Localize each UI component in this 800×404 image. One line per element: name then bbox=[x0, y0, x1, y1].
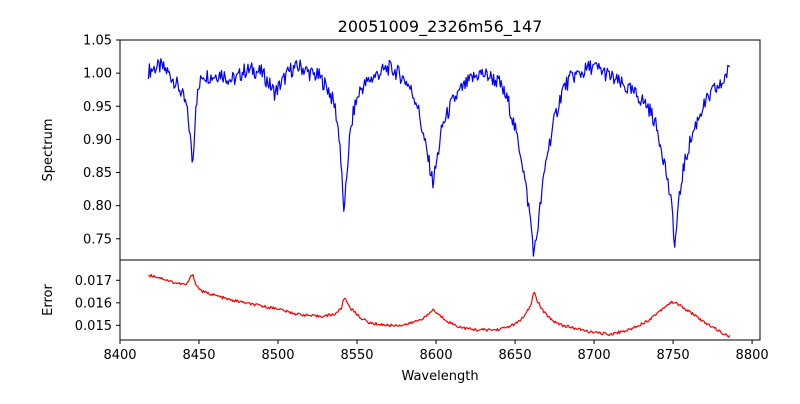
spectrum-y-tick-label: 0.95 bbox=[83, 100, 112, 115]
spectrum-y-tick-label: 0.90 bbox=[83, 133, 112, 148]
x-tick-label: 8400 bbox=[103, 348, 136, 363]
spectrum-y-tick-label: 0.80 bbox=[83, 199, 112, 214]
x-tick-label: 8700 bbox=[578, 348, 611, 363]
spectrum-series-line bbox=[147, 58, 731, 257]
x-tick-label: 8750 bbox=[657, 348, 690, 363]
spectrum-y-tick-label: 0.75 bbox=[83, 232, 112, 247]
x-tick-label: 8550 bbox=[340, 348, 373, 363]
spectrum-y-tick-label: 0.85 bbox=[83, 166, 112, 181]
x-tick-label: 8600 bbox=[420, 348, 453, 363]
spectrum-y-tick-label: 1.00 bbox=[83, 67, 112, 82]
error-y-tick-label: 0.017 bbox=[75, 274, 112, 289]
x-axis-label: Wavelength bbox=[401, 369, 478, 384]
chart-title: 20051009_2326m56_147 bbox=[338, 17, 543, 37]
error-panel: 0.015 0.016 0.017 Error 8400 8450 8500 8550 8600… bbox=[41, 259, 769, 363]
x-tick-label: 8450 bbox=[182, 348, 215, 363]
error-y-axis-label: Error bbox=[41, 284, 56, 316]
error-y-tick-label: 0.016 bbox=[75, 296, 112, 311]
x-tick-label: 8500 bbox=[261, 348, 294, 363]
spectrum-y-axis-label: Spectrum bbox=[41, 119, 56, 182]
spectrum-panel: 0.75 0.80 0.85 0.90 0.95 1.00 1.05 Spectrum bbox=[41, 34, 761, 261]
x-tick-label: 8800 bbox=[736, 348, 769, 363]
spectrum-y-tick-label: 1.05 bbox=[83, 34, 112, 49]
spectrum-axes-frame bbox=[119, 39, 761, 261]
error-series-line bbox=[148, 273, 731, 338]
x-tick-label: 8650 bbox=[499, 348, 532, 363]
error-y-tick-label: 0.015 bbox=[75, 319, 112, 334]
error-axes-frame bbox=[119, 259, 761, 341]
